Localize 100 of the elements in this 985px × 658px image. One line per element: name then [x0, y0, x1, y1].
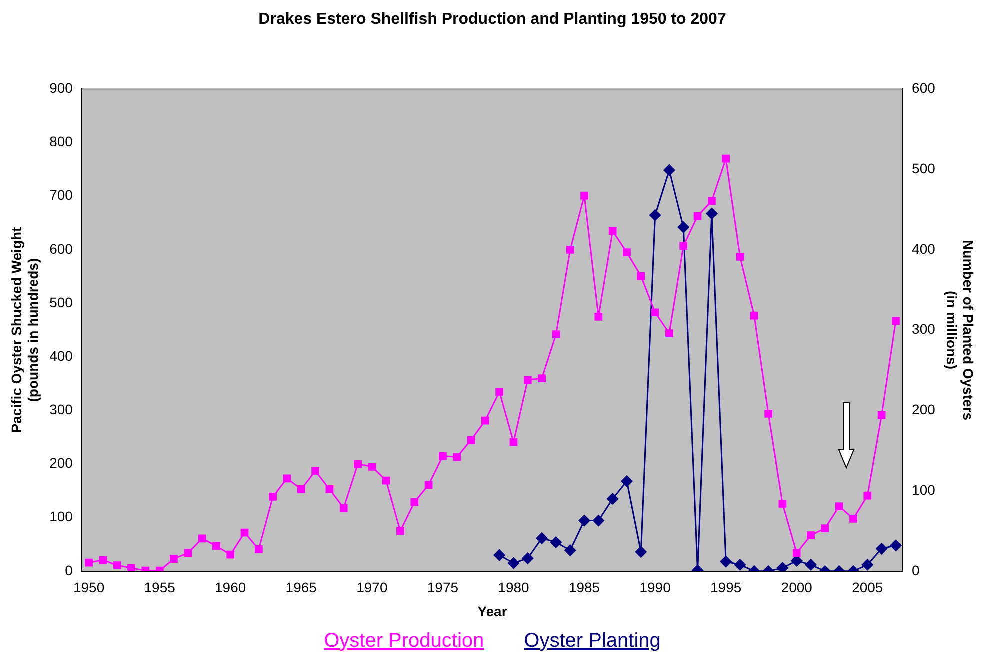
text: Oyster Planting	[524, 630, 661, 652]
text: Oyster Production	[324, 630, 484, 652]
y-tick-label: 500	[50, 294, 74, 310]
point	[113, 562, 122, 570]
x-tick-label: 1965	[286, 580, 318, 596]
x-tick-label: 1980	[498, 580, 530, 596]
y-tick-label: 0	[65, 562, 74, 578]
point	[297, 485, 306, 494]
point	[85, 558, 93, 567]
point	[510, 438, 518, 446]
point	[410, 498, 419, 506]
point	[680, 242, 688, 250]
y-tick-label: 800	[50, 134, 74, 150]
point	[494, 550, 506, 562]
point	[807, 532, 815, 540]
point	[637, 272, 646, 280]
point	[621, 476, 633, 488]
point	[722, 154, 730, 163]
point	[564, 544, 576, 556]
y2-tick-label: 100	[912, 482, 936, 498]
point	[269, 492, 278, 501]
chart-title: Drakes Estero Shellfish Production and Planting 1950 to 2007	[258, 11, 726, 28]
point	[254, 546, 263, 554]
point	[128, 564, 136, 572]
y-tick-label: 100	[50, 508, 74, 525]
x-tick-label: 2000	[781, 580, 813, 596]
point	[666, 330, 674, 338]
point	[226, 550, 235, 559]
point	[496, 388, 504, 396]
point	[312, 467, 320, 476]
point	[326, 485, 334, 494]
point	[566, 246, 574, 254]
x-tick-label: 1955	[144, 580, 176, 596]
x-tick-label: 1985	[568, 580, 600, 596]
point	[283, 474, 292, 483]
point	[635, 546, 647, 558]
x-tick-label: 1970	[356, 580, 388, 596]
y2-tick-label: 400	[912, 240, 936, 257]
point	[764, 410, 772, 418]
y-tick-label: 900	[50, 80, 74, 96]
point	[878, 412, 886, 420]
point	[623, 248, 631, 257]
x-tick-label: 1990	[640, 580, 672, 596]
point	[734, 559, 746, 571]
y2-axis-title: Number of Planted Oysters (in millions)	[944, 240, 977, 421]
y2-tick-label: 600	[912, 80, 936, 96]
point	[694, 212, 702, 220]
point	[240, 528, 249, 537]
x-tick-label: 1995	[710, 580, 742, 596]
point	[650, 210, 662, 222]
point	[607, 493, 619, 505]
y-tick-label: 300	[50, 402, 74, 418]
point	[592, 515, 604, 527]
y-tick-label: 700	[50, 187, 74, 204]
point	[821, 524, 830, 532]
y2-tick-label: 0	[912, 562, 920, 578]
point	[776, 562, 788, 572]
point	[706, 208, 718, 220]
point	[524, 376, 532, 384]
y-tick-label: 400	[50, 348, 74, 364]
point	[453, 453, 462, 462]
point	[580, 192, 588, 200]
point	[170, 555, 178, 564]
point	[212, 542, 220, 550]
point	[552, 330, 560, 339]
point	[184, 549, 192, 558]
x-tick-label: 1960	[215, 580, 246, 596]
point	[750, 312, 758, 320]
point	[550, 536, 562, 548]
point	[850, 514, 858, 523]
y2-tick-label: 300	[912, 321, 936, 338]
point	[538, 374, 546, 382]
point	[608, 227, 617, 236]
point	[862, 559, 874, 571]
point	[835, 502, 844, 511]
point	[664, 164, 676, 176]
point	[892, 317, 900, 326]
point	[678, 222, 690, 234]
y-tick-label: 200	[50, 455, 74, 472]
point	[396, 527, 404, 536]
point	[594, 312, 603, 321]
point	[792, 549, 801, 558]
point	[708, 197, 716, 206]
point	[368, 462, 376, 471]
point	[439, 452, 447, 460]
x-tick-label: 2005	[852, 580, 884, 596]
point	[382, 476, 390, 485]
point	[876, 543, 888, 555]
x-tick-label: 1975	[427, 580, 459, 596]
point	[354, 460, 362, 468]
y-tick-label: 600	[50, 240, 74, 257]
point	[536, 532, 548, 544]
point	[508, 558, 520, 570]
point	[340, 504, 348, 512]
point	[467, 436, 476, 444]
y2-tick-label: 200	[912, 402, 936, 418]
y-axis-title: Pacific Oyster Shucked Weight (pounds in hundreds)	[8, 227, 42, 434]
point	[778, 500, 787, 508]
point	[651, 308, 660, 317]
point	[481, 416, 490, 425]
